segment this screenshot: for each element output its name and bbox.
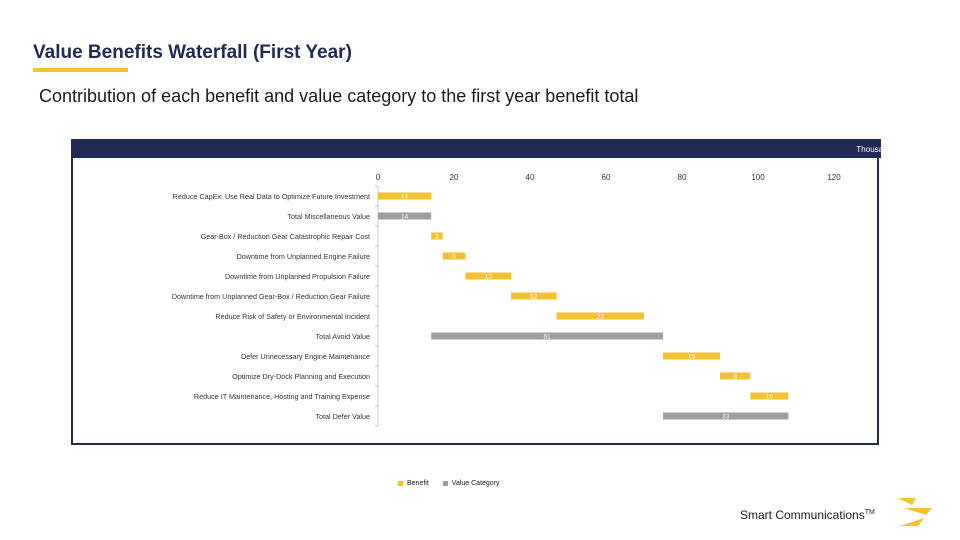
bar-value-label: 12 xyxy=(530,294,538,301)
benefit-bar xyxy=(465,272,511,280)
y-category-label: Gear-Box / Reduction Gear Catastrophic R… xyxy=(201,232,370,241)
y-category-label: Downtime from Unplanned Engine Failure xyxy=(237,252,370,261)
company-logo-icon xyxy=(898,498,932,526)
y-category-label: Total Avoid Value xyxy=(316,332,370,341)
x-tick-label: 40 xyxy=(526,173,535,182)
y-category-label: Downtime from Unplanned Propulsion Failu… xyxy=(225,272,370,281)
axis-layer: 0 20 40 60 80 100 120 xyxy=(375,173,841,427)
benefit-bar xyxy=(750,392,789,400)
page-title: Value Benefits Waterfall (First Year) xyxy=(33,42,352,63)
chart-legend: Benefit Value Category xyxy=(398,480,500,487)
bar-value-label: 14 xyxy=(401,194,409,201)
brand-name: Smart CommunicationsTM xyxy=(740,508,875,522)
y-category-label: Total Miscellaneous Value xyxy=(287,212,370,221)
bar-value-label: 15 xyxy=(688,354,696,361)
bar-layer xyxy=(378,192,789,420)
bar-value-label: 14 xyxy=(401,214,409,221)
legend-item-benefit: Benefit xyxy=(398,480,429,487)
bar-value-label: 23 xyxy=(597,314,605,321)
bar-value-label: 12 xyxy=(485,274,493,281)
x-tick-label: 60 xyxy=(602,173,611,182)
x-tick-label: 100 xyxy=(751,173,765,182)
x-tick-label: 20 xyxy=(450,173,459,182)
units-label: Thousands xyxy=(856,145,896,154)
x-tick-label: 120 xyxy=(827,173,841,182)
bar-value-label: 8 xyxy=(733,374,737,381)
x-tick-label: 80 xyxy=(678,173,687,182)
bar-value-label: 33 xyxy=(722,414,730,421)
y-category-label: Reduce IT Maintenance, Hosting and Train… xyxy=(194,392,370,401)
legend-label-benefit: Benefit xyxy=(407,480,429,487)
chart-panel xyxy=(71,139,879,445)
y-category-label: Optimize Dry-Dock Planning and Execution xyxy=(232,372,370,381)
category-bar xyxy=(378,212,432,220)
legend-swatch-category xyxy=(442,481,448,486)
y-category-label: Downtime from Unplanned Gear-Box / Reduc… xyxy=(172,292,370,301)
benefit-bar xyxy=(431,232,443,240)
legend-label-category: Value Category xyxy=(451,480,500,487)
benefit-bar xyxy=(556,312,644,320)
bar-value-label: 3 xyxy=(435,234,439,241)
y-category-label: Defer Unnecessary Engine Maintenance xyxy=(241,352,370,361)
benefit-bar xyxy=(720,372,751,380)
y-category-label: Reduce Risk of Safety or Environmental I… xyxy=(215,312,370,321)
chart-panel-header xyxy=(71,139,881,158)
page-subtitle: Contribution of each benefit and value c… xyxy=(39,86,639,106)
brand-text: Smart Communications xyxy=(740,508,865,522)
bar-value-label: 6 xyxy=(452,254,456,261)
title-accent-bar xyxy=(33,68,128,72)
label-layer: Reduce CapEx: Use Real Data to Optimize … xyxy=(172,192,774,421)
bar-value-label: 10 xyxy=(766,394,774,401)
legend-item-category: Value Category xyxy=(442,480,500,487)
y-category-label: Reduce CapEx: Use Real Data to Optimize … xyxy=(173,192,370,201)
brand-trademark: TM xyxy=(864,509,875,516)
category-bar xyxy=(431,332,663,340)
benefit-bar xyxy=(511,292,557,300)
benefit-bar xyxy=(378,192,432,200)
category-bar xyxy=(663,412,789,420)
x-tick-label: 0 xyxy=(376,173,381,182)
benefit-bar xyxy=(663,352,720,360)
benefit-bar xyxy=(442,252,466,260)
bar-value-label: 61 xyxy=(543,334,551,341)
y-category-label: Total Defer Value xyxy=(315,412,370,421)
legend-swatch-benefit xyxy=(398,481,403,486)
